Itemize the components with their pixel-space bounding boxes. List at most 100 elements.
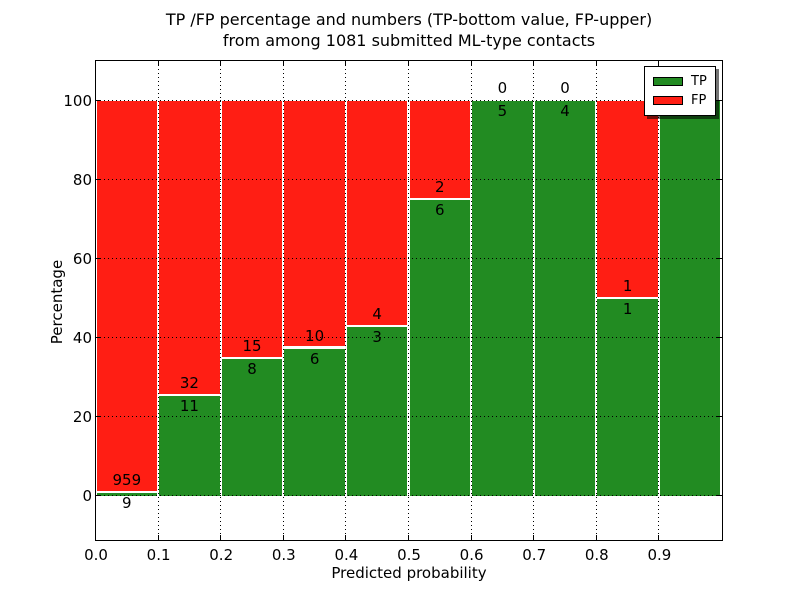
bar-tp-segment — [345, 326, 409, 496]
x-axis-tick-top — [533, 60, 535, 66]
y-tick-label: 40 — [72, 329, 92, 348]
bar-fp-segment — [158, 100, 221, 395]
y-axis-tick — [95, 257, 101, 259]
y-axis-tick — [95, 416, 101, 418]
x-axis-tick-top — [95, 60, 96, 66]
bar-fp-segment — [596, 100, 659, 298]
bar-fp-segment — [283, 100, 346, 348]
x-tick-label: 0.0 — [84, 546, 108, 564]
x-tick-label: 0.7 — [522, 546, 547, 564]
bar-tp-segment — [283, 347, 346, 496]
x-axis-tick-top — [282, 60, 284, 66]
bar-fp-segment — [220, 100, 284, 359]
x-axis-tick — [658, 534, 660, 540]
tp-count-label: 1 — [622, 300, 633, 319]
tp-count-label: 4 — [560, 102, 570, 121]
y-axis-tick-right — [716, 257, 722, 259]
tp-count-label: 11 — [179, 396, 199, 415]
bar-tp-segment — [658, 100, 722, 496]
x-axis-tick — [595, 534, 597, 540]
x-axis-tick-top — [470, 60, 472, 66]
gridline-x — [658, 60, 660, 540]
x-tick-label: 0.8 — [584, 546, 609, 564]
x-axis-tick-top — [157, 60, 159, 66]
x-axis-tick — [95, 534, 96, 540]
gridline-x — [533, 60, 535, 540]
fp-count-label: 4 — [372, 305, 382, 324]
x-axis-label: Predicted probability — [331, 564, 487, 582]
fp-count-label: 959 — [112, 471, 142, 490]
y-tick-label: 60 — [72, 249, 92, 268]
fp-count-label: 0 — [497, 79, 508, 98]
chart-title: TP /FP percentage and numbers (TP-bottom… — [96, 9, 722, 51]
bar-fp-segment — [95, 100, 159, 493]
x-tick-label: 0.3 — [271, 546, 296, 564]
bar-fp-segment — [408, 100, 472, 200]
plot-area: 9599321115810643260504115 — [94, 59, 723, 541]
y-axis-tick — [95, 337, 101, 339]
gridline-x — [408, 60, 409, 540]
x-tick-label: 0.5 — [397, 546, 421, 564]
y-axis-tick-right — [716, 178, 722, 180]
legend-entry-fp: FP — [653, 91, 707, 110]
y-tick-label: 0 — [82, 487, 92, 506]
x-tick-label: 0.9 — [647, 546, 672, 564]
gridline-x — [470, 60, 472, 540]
tp-count-label: 6 — [435, 201, 445, 220]
gridline-x — [595, 60, 597, 540]
y-axis-tick-right — [716, 99, 722, 101]
x-tick-label: 0.4 — [334, 546, 359, 564]
chart-title-line1: TP /FP percentage and numbers (TP-bottom… — [165, 10, 653, 29]
x-axis-tick — [533, 534, 535, 540]
fp-count-label: 32 — [179, 373, 199, 392]
x-axis-tick-top — [595, 60, 597, 66]
tp-count-label: 6 — [309, 349, 320, 368]
bar-tp-segment — [408, 199, 472, 496]
gridline-x — [220, 60, 222, 540]
bar-tp-segment — [533, 100, 597, 496]
y-tick-label: 100 — [63, 91, 92, 110]
fp-count-label: 15 — [242, 337, 262, 356]
tp-count-label: 3 — [372, 328, 382, 347]
x-axis-tick — [470, 534, 472, 540]
bar-fp-segment — [345, 100, 409, 327]
legend: TP FP — [644, 66, 716, 116]
x-axis-tick-top — [220, 60, 222, 66]
x-tick-label: 0.1 — [146, 546, 171, 564]
fp-count-label: 1 — [622, 277, 633, 296]
x-axis-tick — [220, 534, 222, 540]
y-axis-tick-right — [716, 495, 722, 497]
y-axis-label: Percentage — [48, 259, 66, 345]
fp-count-label: 10 — [305, 326, 325, 345]
y-axis-tick — [95, 99, 101, 101]
x-axis-tick — [408, 534, 409, 540]
gridline-x — [157, 60, 159, 540]
tp-count-label: 5 — [497, 102, 508, 121]
legend-entry-tp: TP — [653, 72, 707, 91]
x-axis-tick — [282, 534, 284, 540]
gridline-x — [282, 60, 284, 540]
y-axis-tick — [95, 495, 101, 497]
tp-color-swatch — [653, 77, 683, 86]
y-tick-label: 80 — [72, 170, 92, 189]
x-tick-label: 0.6 — [459, 546, 484, 564]
bar-tp-segment — [596, 298, 659, 496]
tp-count-label: 9 — [122, 494, 132, 513]
x-axis-tick-top — [345, 60, 347, 66]
y-tick-label: 20 — [72, 408, 92, 427]
x-axis-tick-top — [408, 60, 409, 66]
bar-tp-segment — [220, 358, 284, 496]
y-axis-tick-right — [716, 416, 722, 418]
fp-count-label: 0 — [560, 79, 570, 98]
x-axis-tick — [345, 534, 347, 540]
x-axis-tick-top — [658, 60, 660, 66]
bar-tp-segment — [471, 100, 534, 496]
tp-count-label: 8 — [247, 360, 257, 379]
y-axis-tick — [95, 178, 101, 180]
fp-color-swatch — [653, 96, 683, 105]
chart-title-line2: from among 1081 submitted ML-type contac… — [222, 31, 596, 50]
legend-label-fp: FP — [691, 93, 707, 108]
x-tick-label: 0.2 — [209, 546, 234, 564]
x-axis-tick — [157, 534, 159, 540]
